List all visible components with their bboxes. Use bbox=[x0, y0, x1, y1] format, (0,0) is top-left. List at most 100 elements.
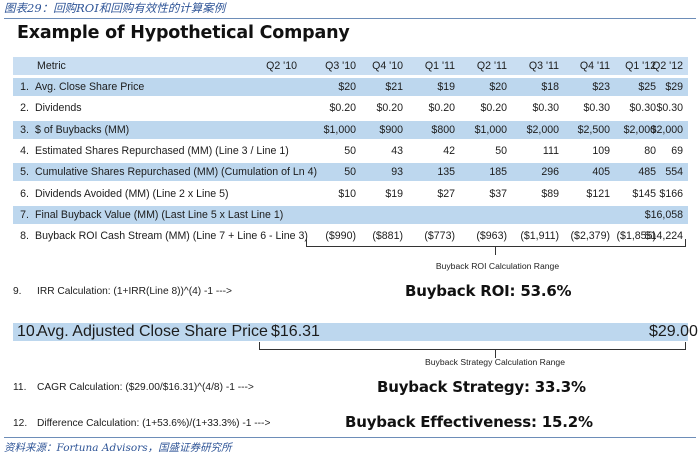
row-value: $121 bbox=[586, 187, 610, 200]
row-value: 109 bbox=[592, 144, 610, 157]
row-label: Dividends Avoided (MM) (Line 2 x Line 5) bbox=[35, 187, 229, 200]
row-value: 42 bbox=[443, 144, 455, 157]
row-value: $37 bbox=[489, 187, 507, 200]
strategy-range-bracket bbox=[259, 342, 686, 350]
row-value: $0.30 bbox=[656, 102, 683, 115]
roi-range-label: Buyback ROI Calculation Range bbox=[435, 261, 560, 271]
row-value: ($881) bbox=[372, 230, 403, 243]
row-value: ($1,855) bbox=[616, 230, 656, 243]
row-value: 485 bbox=[638, 166, 656, 179]
row-index: 2. bbox=[20, 102, 29, 115]
row-label: Final Buyback Value (MM) (Last Line 5 x … bbox=[35, 208, 284, 221]
row-value: $27 bbox=[437, 187, 455, 200]
row-value: $800 bbox=[431, 123, 455, 136]
row-value: 43 bbox=[391, 144, 403, 157]
row-value: $20 bbox=[338, 81, 356, 93]
col-header: Q3 '10 bbox=[325, 60, 356, 72]
row-value: ($963) bbox=[476, 230, 507, 243]
row-value: $29 bbox=[665, 81, 683, 93]
row-label: Dividends bbox=[35, 102, 82, 115]
row-value: $0.20 bbox=[428, 102, 455, 115]
buyback-roi-result: Buyback ROI: 53.6% bbox=[405, 282, 572, 300]
col-header: Q1 '11 bbox=[424, 60, 455, 72]
col-header: Q4 '10 bbox=[372, 60, 403, 72]
end-value: $29.00 bbox=[649, 323, 698, 340]
strategy-range-tick bbox=[495, 350, 496, 358]
figure-caption: 图表29：回购ROI和回购有效性的计算案例 bbox=[4, 0, 696, 19]
row-value: $145 bbox=[632, 187, 656, 200]
table-row: 3. $ of Buybacks (MM) $1,000 $900 $800 $1,000… bbox=[13, 120, 688, 139]
diff-index: 12. bbox=[13, 418, 28, 429]
irr-index: 9. bbox=[13, 286, 22, 297]
row-index: 5. bbox=[20, 166, 29, 179]
row-value: $18 bbox=[541, 81, 559, 93]
row-value: $2,500 bbox=[577, 123, 610, 136]
row-value: $0.20 bbox=[376, 102, 403, 115]
table-row: 7. Final Buyback Value (MM) (Last Line 5 … bbox=[13, 205, 688, 224]
row-value: $1,000 bbox=[323, 123, 356, 136]
row-value: ($2,379) bbox=[570, 230, 610, 243]
cagr-index: 11. bbox=[13, 382, 27, 393]
row-value: ($990) bbox=[325, 230, 356, 243]
col-header: Q3 '11 bbox=[528, 60, 559, 72]
row-value: $25 bbox=[638, 81, 656, 93]
buyback-effectiveness-result: Buyback Effectiveness: 15.2% bbox=[345, 413, 593, 431]
row-value: ($1,911) bbox=[520, 230, 559, 243]
avg-adjusted-price-row: 10. Avg. Adjusted Close Share Price $16.… bbox=[13, 323, 698, 341]
row-label: Estimated Shares Repurchased (MM) (Line … bbox=[35, 144, 289, 157]
row-index: 6. bbox=[20, 187, 29, 200]
page-title: Example of Hypothetical Company bbox=[17, 23, 350, 43]
row-value: $16,058 bbox=[644, 208, 683, 221]
row-value: 111 bbox=[542, 144, 559, 157]
row-value: $19 bbox=[385, 187, 403, 200]
row-value: 50 bbox=[344, 166, 356, 179]
row-index: 10. bbox=[17, 323, 40, 340]
col-header: Q2 '12 bbox=[652, 60, 683, 72]
col-header: Q4 '11 bbox=[579, 60, 610, 72]
row-value: $0.30 bbox=[532, 102, 559, 115]
row-index: 4. bbox=[20, 144, 29, 157]
buyback-strategy-result: Buyback Strategy: 33.3% bbox=[377, 378, 586, 396]
row-value: $2,000 bbox=[650, 123, 683, 136]
row-value: 554 bbox=[665, 166, 683, 179]
row-label: Avg. Close Share Price bbox=[35, 81, 145, 93]
row-value: $89 bbox=[541, 187, 559, 200]
col-header: Q2 '10 bbox=[266, 60, 297, 72]
row-index: 3. bbox=[20, 123, 29, 136]
row-value: $2,000 bbox=[623, 123, 656, 136]
row-value: 185 bbox=[489, 166, 507, 179]
row-value: $20 bbox=[489, 81, 507, 93]
row-value: $0.20 bbox=[329, 102, 356, 115]
row-label: $ of Buybacks (MM) bbox=[35, 123, 130, 136]
row-value: ($773) bbox=[424, 230, 455, 243]
row-label: Cumulative Shares Repurchased (MM) (Cumu… bbox=[35, 166, 318, 179]
start-value: $16.31 bbox=[271, 323, 320, 340]
row-value: $0.20 bbox=[480, 102, 507, 115]
row-value: 69 bbox=[671, 144, 683, 157]
table-header-row: Metric Q2 '10 Q3 '10 Q4 '10 Q1 '11 Q2 '1… bbox=[13, 57, 688, 75]
row-value: 50 bbox=[344, 144, 356, 157]
cagr-calculation: CAGR Calculation: ($29.00/$16.31)^(4/8) … bbox=[37, 382, 254, 393]
source-note: 资料来源：Fortuna Advisors，国盛证券研究所 bbox=[4, 437, 696, 455]
row-label: Avg. Adjusted Close Share Price bbox=[37, 323, 268, 340]
metric-header: Metric bbox=[37, 60, 66, 72]
row-value: $23 bbox=[592, 81, 610, 93]
table-row: 4. Estimated Shares Repurchased (MM) (Lin… bbox=[13, 142, 688, 160]
row-label: Buyback ROI Cash Stream (MM) (Line 7 + L… bbox=[35, 230, 308, 243]
roi-range-bracket bbox=[306, 239, 686, 247]
row-value: $2,000 bbox=[526, 123, 559, 136]
row-value: 135 bbox=[437, 166, 455, 179]
row-value: 93 bbox=[391, 166, 403, 179]
roi-range-tick bbox=[495, 247, 496, 255]
row-value: $0.30 bbox=[629, 102, 656, 115]
table-row: 1. Avg. Close Share Price $20 $21 $19 $20 $18 $… bbox=[13, 78, 688, 96]
row-value: $14,224 bbox=[644, 230, 683, 243]
row-value: $10 bbox=[338, 187, 356, 200]
row-value: $900 bbox=[379, 123, 403, 136]
table-row: 6. Dividends Avoided (MM) (Line 2 x Line … bbox=[13, 185, 688, 203]
row-value: 405 bbox=[592, 166, 610, 179]
row-value: $166 bbox=[659, 187, 683, 200]
row-index: 1. bbox=[20, 81, 29, 93]
strategy-range-label: Buyback Strategy Calculation Range bbox=[425, 357, 565, 367]
table-row: 5. Cumulative Shares Repurchased (MM) (Cu… bbox=[13, 163, 688, 182]
